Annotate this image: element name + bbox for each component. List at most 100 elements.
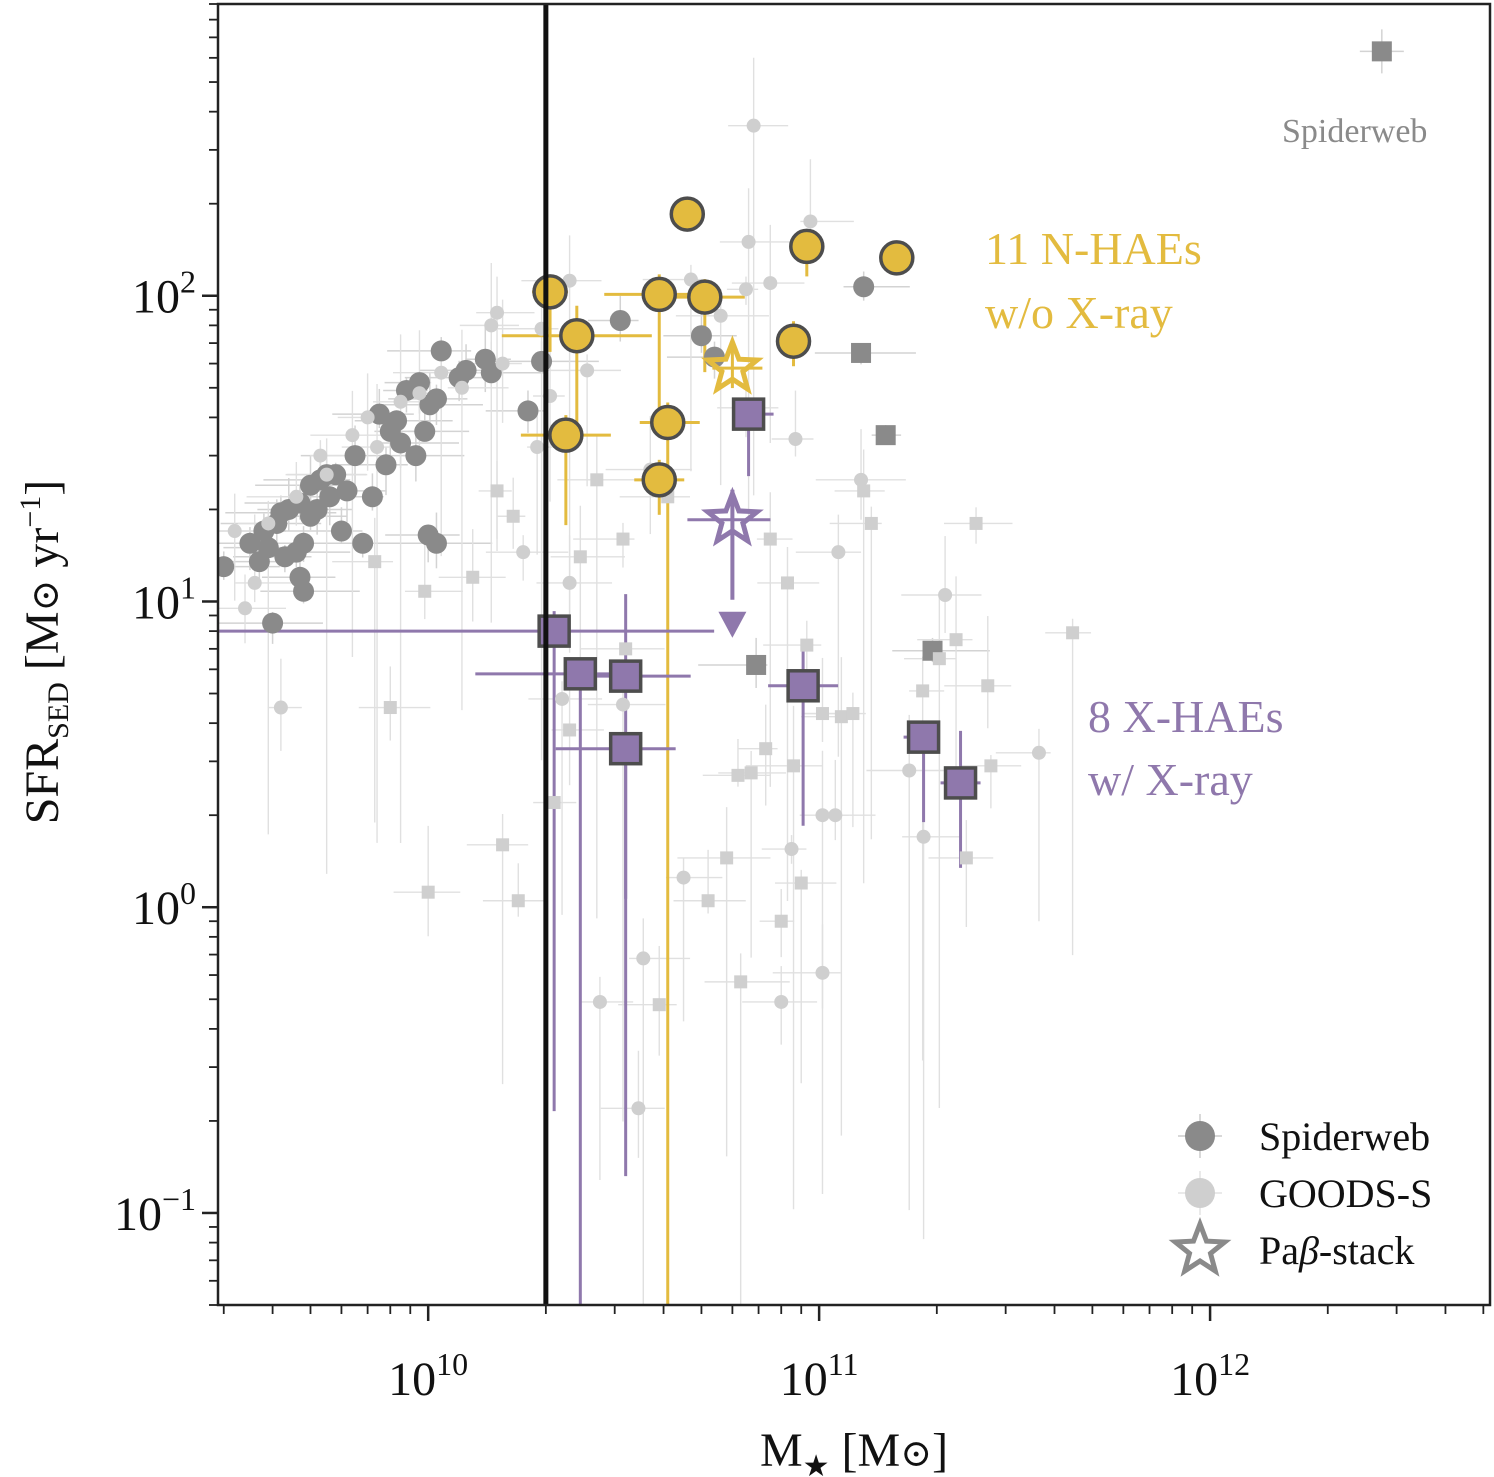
point-s4-0 [669,196,706,232]
point-s2-3 [261,516,276,531]
point-s2-51 [562,575,577,590]
point-s3-38 [969,516,983,530]
point-s3-40 [984,759,998,773]
point-s1-2 [875,425,896,446]
point-s3-36 [949,633,963,647]
point-s2-43 [815,965,830,980]
point-s0-14 [293,532,315,554]
annotation-xhae-line2: w/ X-ray [1088,754,1253,805]
point-s3-22 [759,742,773,756]
point-s2-45 [831,545,846,560]
point-s7-0 [701,486,764,547]
point-s4-8 [649,404,686,441]
legend-goods-label: GOODS-S [1259,1171,1432,1216]
point-s3-31 [846,707,860,721]
point-s2-1 [238,601,253,616]
point-s0-5 [262,612,284,634]
x-tick-exp: 11 [828,1346,859,1382]
annotation-spiderweb: Spiderweb [1282,113,1427,150]
point-s3-20 [734,975,748,989]
point-s0-48 [853,276,875,298]
point-s2-24 [580,363,595,378]
y-tick-exp: 1 [180,569,196,605]
point-s2-41 [803,214,818,229]
point-s0-23 [336,480,358,502]
point-s0-46 [690,325,712,347]
point-s0-50 [425,532,447,554]
point-s3-15 [652,998,666,1012]
point-s0-43 [517,400,539,422]
point-s3-34 [916,684,930,698]
y-tick-exp: 0 [180,875,196,911]
annotation-xhae-line1: 8 X-HAEs [1088,691,1283,742]
point-s3-10 [563,723,577,737]
legend-goods-marker [1185,1178,1215,1208]
legend-pab-greek: β [1298,1228,1319,1273]
point-s2-27 [631,1101,646,1116]
point-s2-4 [273,700,288,715]
point-s4-10 [641,462,678,498]
legend: Spiderweb GOODS-S Paβ-stack [1168,1114,1432,1277]
x-axis-label: M★ [M⊙] [760,1424,948,1477]
point-s5-0 [731,397,766,431]
point-s2-2 [247,575,262,590]
point-s0-4 [257,537,279,559]
y-axis-label: SFRSED [M⊙ yr−1] [14,480,75,825]
point-s0-44 [531,350,553,372]
y-tick-base: 10 [114,1188,162,1241]
point-s4-5 [687,279,723,315]
point-s3-9 [547,796,561,810]
legend-pab-prefix: Pa [1259,1228,1299,1273]
point-s3-17 [701,894,715,908]
point-s2-26 [615,697,630,712]
x-tick-base: 10 [388,1353,436,1406]
point-s5-4 [608,731,643,766]
point-s0-31 [390,432,412,454]
point-s1-1 [851,342,872,363]
point-s3-29 [815,707,829,721]
x-tick-base: 10 [1170,1353,1218,1406]
point-s2-15 [484,318,499,333]
point-s3-21 [744,766,758,780]
point-s2-46 [854,472,869,487]
y-tick-label-2: 101 [132,569,196,629]
point-s2-47 [902,763,917,778]
point-s0-38 [430,340,452,362]
y-tick-label-3: 102 [132,264,196,324]
point-s0-34 [408,372,430,394]
point-s3-12 [590,473,604,487]
point-s0-37 [425,388,447,410]
point-s5-6 [906,720,941,754]
legend-spiderweb-label: Spiderweb [1259,1114,1430,1159]
x-tick-label-2: 1012 [1170,1346,1250,1406]
point-s2-28 [636,951,651,966]
point-s5-5 [786,669,820,703]
point-s2-10 [370,440,385,455]
point-s3-14 [619,642,633,656]
point-s2-44 [828,808,843,823]
point-s6-0 [701,335,764,395]
point-s4-7 [775,323,812,359]
point-s2-11 [393,394,408,409]
point-s2-22 [555,691,570,706]
point-s4-4 [641,276,678,313]
plot-frame [216,2,1492,1307]
point-s2-12 [412,386,427,401]
annotation-nhae-line1: 11 N-HAEs [985,223,1202,274]
x-tick-base: 10 [780,1353,828,1406]
point-s3-30 [834,710,848,724]
point-s0-45 [609,309,631,331]
point-s2-23 [562,273,577,288]
point-s5-2 [563,657,598,691]
legend-spiderweb-marker [1185,1121,1215,1151]
point-s2-48 [916,829,931,844]
point-s3-11 [573,550,587,564]
point-s3-35 [932,652,946,666]
point-s2-39 [784,842,799,857]
point-s3-5 [490,484,504,498]
point-s3-25 [780,576,794,590]
point-s3-7 [506,509,520,523]
point-s0-33 [405,445,427,467]
point-s2-50 [1031,745,1046,760]
